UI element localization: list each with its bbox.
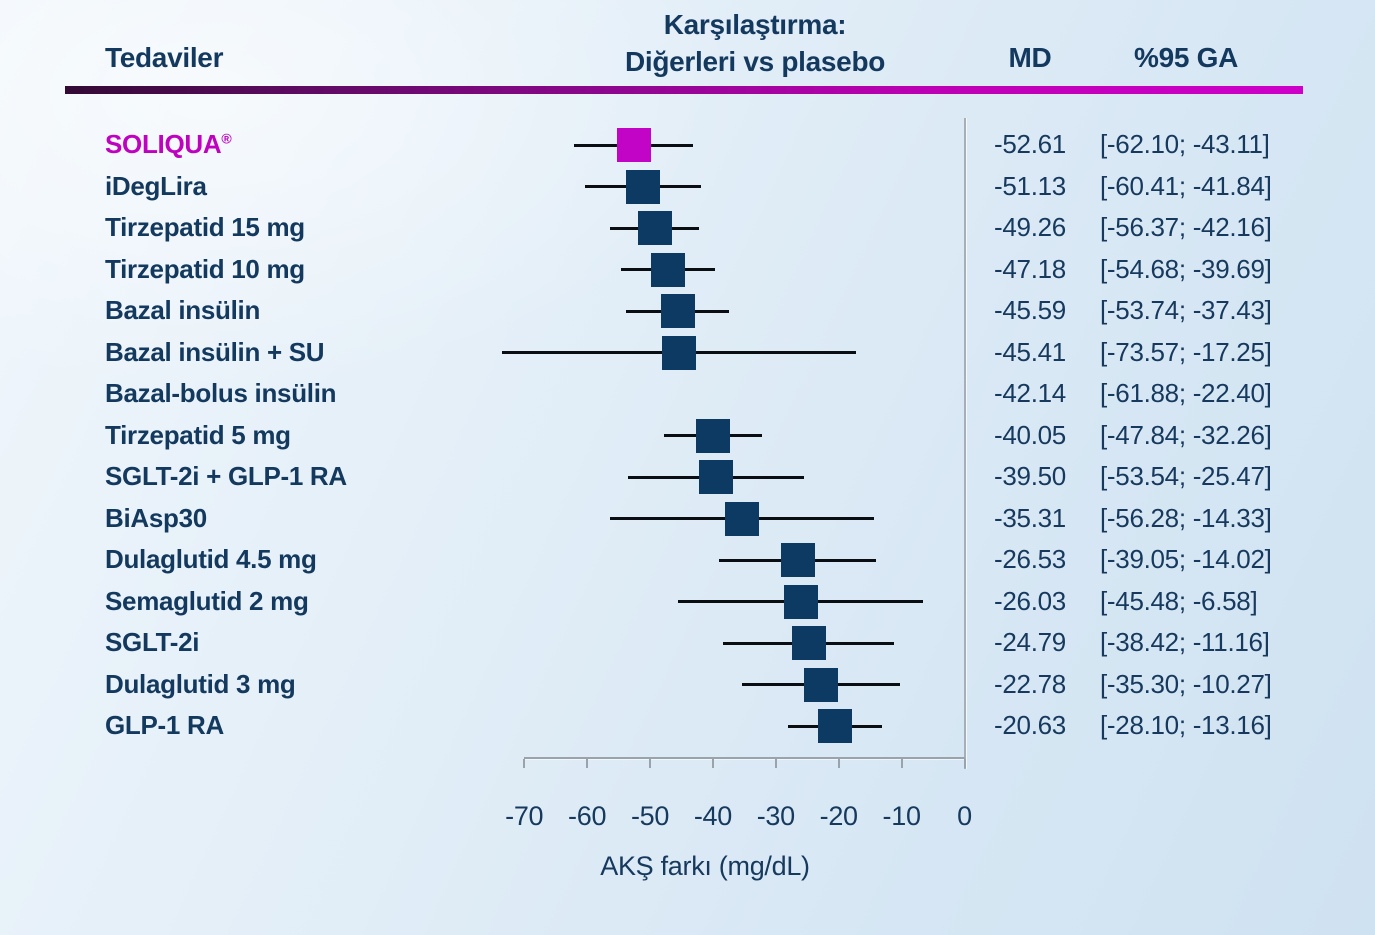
x-axis-tick-label: -20 <box>819 801 858 831</box>
treatment-label: GLP-1 RA <box>105 710 224 740</box>
x-axis-tick <box>900 759 903 768</box>
md-value: -35.31 <box>994 502 1066 533</box>
comparison-line1: Karşılaştırma: <box>663 9 847 40</box>
treatment-label: SGLT-2i <box>105 627 200 657</box>
ci-value: [-56.28; -14.33] <box>1100 502 1272 533</box>
x-axis-tick <box>711 759 714 768</box>
treatment-label: BiAsp30 <box>105 502 207 533</box>
ci-value: [-53.54; -25.47] <box>1100 461 1272 491</box>
column-header-md: MD <box>1008 42 1052 73</box>
treatment-label: SOLIQUA® <box>105 129 232 159</box>
md-marker <box>725 501 760 536</box>
x-axis-tick <box>963 759 966 768</box>
md-value: -45.59 <box>994 295 1066 325</box>
treatment-label: Dulaglutid 3 mg <box>105 668 296 699</box>
ci-value: [-35.30; -10.27] <box>1100 668 1272 699</box>
x-axis-tick <box>774 759 777 768</box>
ci-value: [-54.68; -39.69] <box>1100 253 1272 284</box>
md-value: -49.26 <box>994 212 1066 242</box>
treatment-label: Bazal-bolus insülin <box>105 378 337 408</box>
treatment-label: Tirzepatid 10 mg <box>105 253 305 284</box>
treatment-label: Semaglutid 2 mg <box>105 585 309 616</box>
treatment-label: iDegLira <box>105 170 207 201</box>
treatment-label: Tirzepatid 5 mg <box>105 419 291 450</box>
registered-trademark: ® <box>221 130 232 147</box>
md-value: -51.13 <box>994 170 1066 201</box>
ci-value: [-28.10; -13.16] <box>1100 710 1272 740</box>
md-marker <box>650 252 685 287</box>
comparison-line2: Diğerleri vs plasebo <box>624 46 886 77</box>
ci-value: [-47.84; -32.26] <box>1100 419 1272 450</box>
treatment-label: Bazal insülin <box>105 295 261 325</box>
ci-value: [-38.42; -11.16] <box>1100 627 1270 657</box>
zero-reference-line <box>963 118 966 769</box>
ci-value: [-73.57; -17.25] <box>1100 336 1272 367</box>
x-axis-tick <box>649 759 651 768</box>
md-marker <box>817 709 852 743</box>
md-marker <box>780 543 815 577</box>
md-value: -45.41 <box>994 336 1066 367</box>
x-axis-tick-label: 0 <box>957 801 972 831</box>
x-axis-tick-label: -70 <box>505 801 544 831</box>
md-marker <box>804 667 839 702</box>
md-value: -22.78 <box>994 668 1066 699</box>
ci-value: [-45.48; -6.58] <box>1100 585 1258 616</box>
header-underline <box>65 86 1303 94</box>
md-value: -52.61 <box>994 129 1066 159</box>
treatment-label: SGLT-2i + GLP-1 RA <box>105 461 347 491</box>
x-axis-tick <box>586 759 589 768</box>
md-value: -47.18 <box>994 253 1066 284</box>
ci-value: [-53.74; -37.43] <box>1100 295 1272 325</box>
md-marker <box>783 584 818 619</box>
md-marker <box>699 460 734 494</box>
md-marker <box>661 335 696 370</box>
md-value: -24.79 <box>994 627 1066 657</box>
md-marker <box>616 128 651 162</box>
treatment-label: Bazal insülin + SU <box>105 336 325 367</box>
md-marker <box>695 418 730 453</box>
x-axis-title: AKŞ farkı (mg/dL) <box>600 851 810 881</box>
ci-value: [-61.88; -22.40] <box>1100 378 1272 408</box>
x-axis-tick-label: -50 <box>630 801 670 831</box>
md-value: -39.50 <box>994 461 1066 491</box>
column-header-ci: %95 GA <box>1133 42 1239 73</box>
x-axis-tick-label: -60 <box>568 801 607 831</box>
treatment-label: Tirzepatid 15 mg <box>105 212 305 242</box>
md-marker <box>791 626 826 660</box>
md-marker <box>625 169 660 204</box>
x-axis-line <box>524 757 966 759</box>
x-axis-tick <box>837 759 840 768</box>
md-value: -26.53 <box>994 544 1066 574</box>
md-value: -42.14 <box>994 378 1066 408</box>
x-axis-tick-label: -30 <box>756 801 795 831</box>
column-header-comparison: Karşılaştırma: Diğerleri vs plasebo <box>540 6 970 80</box>
ci-value: [-56.37; -42.16] <box>1100 212 1272 242</box>
treatment-label: Dulaglutid 4.5 mg <box>105 544 317 574</box>
md-marker <box>637 211 672 245</box>
md-marker <box>660 294 695 328</box>
x-axis-tick-label: -40 <box>693 801 732 831</box>
ci-value: [-62.10; -43.11] <box>1100 129 1270 159</box>
ci-value: [-39.05; -14.02] <box>1100 544 1272 574</box>
ci-value: [-60.41; -41.84] <box>1100 170 1272 201</box>
md-value: -40.05 <box>994 419 1066 450</box>
md-value: -20.63 <box>994 710 1066 740</box>
x-axis-tick <box>523 759 526 768</box>
x-axis-tick-label: -10 <box>882 801 921 831</box>
md-value: -26.03 <box>994 585 1066 616</box>
column-header-treatments: Tedaviler <box>105 42 224 73</box>
